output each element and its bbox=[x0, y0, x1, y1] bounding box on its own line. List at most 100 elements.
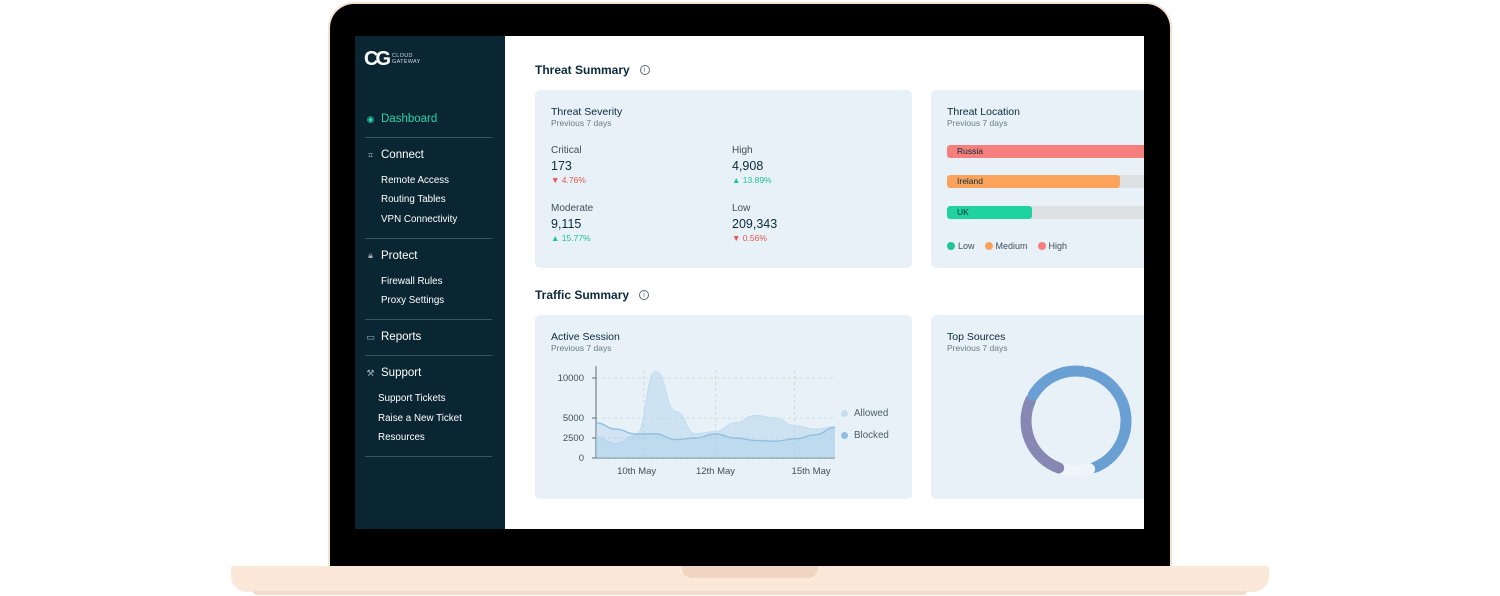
legend-dot bbox=[841, 432, 848, 439]
location-bar-uk[interactable]: UK bbox=[947, 206, 1144, 219]
top-sources-card: Top Sources Previous 7 days bbox=[931, 315, 1144, 499]
laptop-base-shadow bbox=[253, 591, 1247, 595]
x-tick-label: 10th May bbox=[617, 466, 656, 477]
sidebar-item-vpn-connectivity[interactable]: VPN Connectivity bbox=[381, 213, 458, 225]
legend-label: Blocked bbox=[854, 430, 889, 441]
sidebar-item-support-tickets[interactable]: Support Tickets bbox=[378, 393, 446, 405]
metric-label: Moderate bbox=[551, 203, 594, 214]
metric-low: Low 209,343 ▼ 0.56% bbox=[732, 203, 777, 243]
traffic-summary-title: Traffic Summary i bbox=[535, 288, 650, 302]
location-bar-ireland[interactable]: Ireland bbox=[947, 175, 1144, 188]
sidebar-item-support[interactable]: ⚒ Support bbox=[365, 364, 492, 382]
location-bar-fill: UK bbox=[947, 206, 1033, 219]
card-title: Threat Severity bbox=[551, 106, 623, 118]
legend-label: High bbox=[1048, 241, 1068, 251]
series-line-allowed bbox=[595, 370, 836, 445]
legend-blocked: Blocked bbox=[841, 430, 889, 441]
threat-severity-card: Threat Severity Previous 7 days Critical… bbox=[535, 90, 912, 268]
donut-segment[interactable] bbox=[1027, 365, 1088, 401]
logo-text: CLOUD GATEWAY bbox=[392, 53, 421, 65]
y-tick-label: 10000 bbox=[558, 373, 584, 384]
donut-segment[interactable] bbox=[1020, 394, 1065, 474]
network-icon: ⌗ bbox=[367, 149, 374, 160]
laptop-notch bbox=[682, 566, 818, 578]
series-area-blocked bbox=[596, 422, 835, 458]
card-title: Threat Location bbox=[947, 106, 1020, 118]
main-content: Threat Summary i Threat Severity Previou… bbox=[505, 36, 1144, 529]
metric-high: High 4,908 ▲ 13.89% bbox=[732, 145, 772, 185]
info-icon[interactable]: i bbox=[639, 290, 650, 300]
legend-medium: Medium bbox=[984, 241, 1028, 251]
sidebar-item-label: Connect bbox=[381, 149, 424, 161]
metric-change: ▼ 4.76% bbox=[551, 175, 586, 185]
sidebar-item-label: Support bbox=[381, 367, 422, 380]
sidebar-item-firewall-rules[interactable]: Firewall Rules bbox=[381, 275, 443, 287]
nav-group-support: ⚒ Support Support Tickets Raise a New Ti… bbox=[365, 356, 492, 458]
legend-dot bbox=[841, 410, 848, 417]
sidebar-item-label: Protect bbox=[381, 249, 418, 262]
sidebar-item-raise-ticket[interactable]: Raise a New Ticket bbox=[378, 412, 462, 424]
logo[interactable]: CG CLOUD GATEWAY bbox=[364, 48, 421, 70]
active-session-card: Active Session Previous 7 days 10000 5000… bbox=[535, 315, 912, 499]
nav-group-reports: ▭ Reports bbox=[365, 320, 492, 357]
x-tick-label: 15th May bbox=[792, 466, 831, 477]
legend-low: Low bbox=[947, 241, 975, 251]
connect-submenu: Remote Access Routing Tables VPN Connect… bbox=[365, 171, 492, 229]
legend-allowed: Allowed bbox=[841, 408, 888, 419]
metric-value: 4,908 bbox=[732, 159, 764, 173]
sidebar-item-connect[interactable]: ⌗ Connect bbox=[365, 146, 492, 164]
card-subtitle: Previous 7 days bbox=[551, 118, 612, 128]
dashboard-icon: ◉ bbox=[366, 113, 375, 124]
wrench-icon: ⚒ bbox=[366, 367, 375, 378]
section-title-text: Traffic Summary bbox=[535, 288, 630, 302]
top-sources-donut bbox=[1020, 365, 1132, 477]
metric-moderate: Moderate 9,115 ▲ 15.77% bbox=[551, 203, 593, 243]
donut-segment[interactable] bbox=[1058, 463, 1096, 477]
nav-group-protect: 🔒︎ Protect Firewall Rules Proxy Settings bbox=[365, 239, 492, 321]
series-area-allowed bbox=[596, 371, 835, 458]
sidebar-item-dashboard[interactable]: ◉ Dashboard bbox=[365, 110, 492, 128]
threat-location-card: Threat Location Previous 7 days Russia I… bbox=[931, 90, 1144, 268]
logo-text-line1: CLOUD bbox=[392, 53, 413, 59]
metric-value: 9,115 bbox=[551, 217, 582, 231]
location-bar-fill: Russia bbox=[947, 145, 1144, 158]
sidebar-item-proxy-settings[interactable]: Proxy Settings bbox=[381, 295, 445, 307]
series-line-blocked bbox=[595, 422, 836, 442]
metric-label: Critical bbox=[551, 145, 582, 156]
metric-change: ▲ 15.77% bbox=[551, 233, 591, 243]
legend-dot bbox=[984, 242, 993, 250]
info-icon[interactable]: i bbox=[639, 65, 650, 75]
sidebar-item-reports[interactable]: ▭ Reports bbox=[365, 328, 492, 346]
metric-value: 209,343 bbox=[732, 217, 778, 231]
threat-summary-title: Threat Summary i bbox=[535, 63, 650, 77]
sidebar: CG CLOUD GATEWAY ◉ Dashboard ⌗ Connect R… bbox=[355, 36, 505, 529]
card-title: Top Sources bbox=[947, 331, 1006, 343]
card-subtitle: Previous 7 days bbox=[947, 118, 1008, 128]
location-bar-russia[interactable]: Russia bbox=[947, 145, 1144, 158]
y-tick-label: 2500 bbox=[563, 433, 584, 444]
sidebar-nav: ◉ Dashboard ⌗ Connect Remote Access Rout… bbox=[365, 108, 492, 458]
sidebar-item-routing-tables[interactable]: Routing Tables bbox=[381, 194, 446, 206]
screen: CG CLOUD GATEWAY ◉ Dashboard ⌗ Connect R… bbox=[355, 36, 1144, 529]
sidebar-item-remote-access[interactable]: Remote Access bbox=[381, 175, 450, 186]
metric-value: 173 bbox=[551, 159, 572, 173]
support-submenu: Support Tickets Raise a New Ticket Resou… bbox=[365, 389, 492, 447]
legend-label: Medium bbox=[995, 241, 1028, 251]
metric-label: Low bbox=[732, 203, 751, 214]
sidebar-item-resources[interactable]: Resources bbox=[378, 432, 425, 444]
metric-change: ▼ 0.56% bbox=[732, 233, 767, 243]
legend-high: High bbox=[1037, 241, 1068, 251]
location-legend: Low Medium High bbox=[947, 241, 1067, 251]
location-bar-fill: Ireland bbox=[947, 175, 1120, 188]
sidebar-item-protect[interactable]: 🔒︎ Protect bbox=[365, 247, 492, 265]
legend-label: Allowed bbox=[854, 408, 889, 419]
logo-text-line2: GATEWAY bbox=[392, 59, 421, 65]
card-subtitle: Previous 7 days bbox=[551, 343, 612, 353]
donut-segment[interactable] bbox=[1081, 366, 1132, 473]
metric-label: High bbox=[732, 145, 753, 156]
nav-group-connect: ⌗ Connect Remote Access Routing Tables V… bbox=[365, 138, 492, 239]
y-tick-label: 0 bbox=[579, 453, 584, 464]
section-title-text: Threat Summary bbox=[535, 63, 630, 77]
legend-label: Low bbox=[958, 241, 975, 251]
protect-submenu: Firewall Rules Proxy Settings bbox=[365, 272, 492, 311]
